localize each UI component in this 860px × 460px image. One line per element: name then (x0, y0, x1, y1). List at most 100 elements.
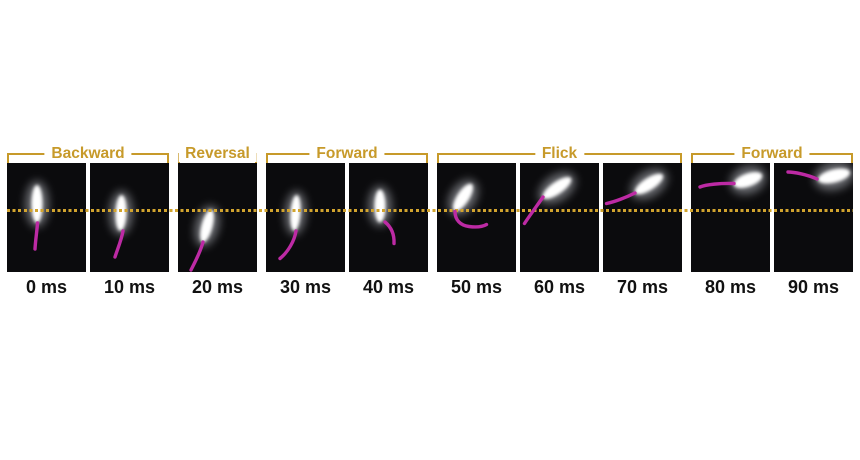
video-frame (774, 163, 853, 272)
bacterium-cell-body (817, 168, 851, 184)
flagellum-layer (383, 220, 396, 246)
flagellum-trace (522, 195, 545, 226)
time-label: 30 ms (279, 277, 332, 297)
phase-bracket: Forward (691, 145, 853, 163)
time-label: 60 ms (533, 277, 586, 297)
phase-group: Flick 50 ms 60 ms 70 ms (437, 145, 682, 298)
video-frame (90, 163, 169, 272)
time-label: 0 ms (25, 277, 68, 297)
phase-group: Forward 30 ms 40 ms (266, 145, 428, 298)
bacterium-cell-body (452, 183, 474, 212)
flagellum-layer (698, 181, 736, 189)
video-frame (691, 163, 770, 272)
cell-group (284, 191, 307, 235)
flagellum-trace (453, 209, 489, 229)
video-frame (520, 163, 599, 272)
flagellum-trace (33, 221, 40, 251)
cell-image-layer (109, 191, 133, 235)
flagellum-layer (278, 229, 298, 261)
flagellum-layer (33, 221, 40, 251)
flagellum-trace (278, 229, 298, 261)
bracket-tick-left (691, 153, 694, 163)
time-labels-row: 20 ms (178, 277, 257, 298)
bacterium-cell-body (634, 173, 664, 195)
flagellum-trace (604, 191, 637, 206)
flagellum-trace (113, 229, 125, 259)
bacterium-cell-body (542, 177, 572, 199)
phase-group: Backward 0 ms 10 ms (7, 145, 169, 298)
bracket-tick-left (266, 153, 269, 163)
bracket-tick-right (166, 153, 169, 163)
frames-row (437, 163, 682, 272)
cell-group (538, 172, 576, 204)
bracket-tick-left (7, 153, 10, 163)
time-labels-row: 30 ms 40 ms (266, 277, 428, 298)
cell-group (109, 191, 133, 235)
phase-bracket: Backward (7, 145, 169, 163)
video-frame (603, 163, 682, 272)
cell-image-layer (730, 165, 766, 195)
cell-image-layer (284, 191, 307, 235)
flagellum-trace (698, 181, 736, 189)
phase-label: Flick (534, 145, 585, 162)
time-label: 20 ms (191, 277, 244, 297)
video-frame (178, 163, 257, 272)
phase-bracket: Forward (266, 145, 428, 163)
flagellum-layer (522, 195, 545, 226)
cell-image-layer (448, 179, 478, 216)
cell-group (814, 163, 853, 191)
phase-group: Reversal 20 ms (178, 145, 257, 298)
phase-label: Reversal (178, 145, 257, 162)
time-label: 90 ms (787, 277, 840, 297)
cell-group (25, 180, 49, 228)
phase-group: Forward 80 ms 90 ms (691, 145, 853, 298)
video-frame (349, 163, 428, 272)
video-frame (266, 163, 345, 272)
bacterium-cell-body (374, 189, 386, 223)
bacterium-cell-body (290, 195, 301, 231)
time-label: 80 ms (704, 277, 757, 297)
phase-bracket: Flick (437, 145, 682, 163)
cell-group (630, 168, 668, 200)
microscopy-frame-sequence: Backward 0 ms 10 ms Reversal 20 ms Forward 30 … (7, 145, 853, 298)
video-frame (7, 163, 86, 272)
time-label: 10 ms (103, 277, 156, 297)
flagellum-layer (113, 229, 125, 259)
flagellum-layer (604, 191, 637, 206)
time-labels-row: 80 ms 90 ms (691, 277, 853, 298)
cell-image-layer (368, 185, 392, 227)
cell-image-layer (814, 163, 853, 191)
phase-label: Forward (309, 145, 385, 162)
time-labels-row: 50 ms 60 ms 70 ms (437, 277, 682, 298)
frames-row (7, 163, 169, 272)
bacterium-cell-body (115, 195, 127, 231)
video-frame (437, 163, 516, 272)
cell-image-layer (630, 168, 668, 200)
flagellum-trace (189, 240, 205, 272)
time-labels-row: 0 ms 10 ms (7, 277, 169, 298)
frames-row (691, 163, 853, 272)
focal-plane-dashed-line (7, 209, 853, 212)
bracket-tick-right (679, 153, 682, 163)
bracket-tick-right (425, 153, 428, 163)
bacterium-cell-body (31, 185, 43, 223)
frames-row (178, 163, 257, 272)
frames-row (266, 163, 428, 272)
phase-label: Forward (734, 145, 810, 162)
time-label: 70 ms (616, 277, 669, 297)
time-label: 40 ms (362, 277, 415, 297)
cell-group (368, 185, 392, 227)
flagellum-trace (786, 170, 819, 181)
cell-group (448, 179, 478, 216)
time-label: 50 ms (450, 277, 503, 297)
bacterium-cell-body (733, 172, 763, 188)
phase-bracket: Reversal (178, 145, 257, 163)
bracket-tick-left (437, 153, 440, 163)
bacterium-cell-body (200, 209, 214, 243)
phase-label: Backward (44, 145, 132, 162)
cell-image-layer (25, 180, 49, 228)
flagellum-layer (453, 209, 489, 229)
flagellum-layer (786, 170, 819, 181)
cell-image-layer (538, 172, 576, 204)
bracket-tick-right (850, 153, 853, 163)
